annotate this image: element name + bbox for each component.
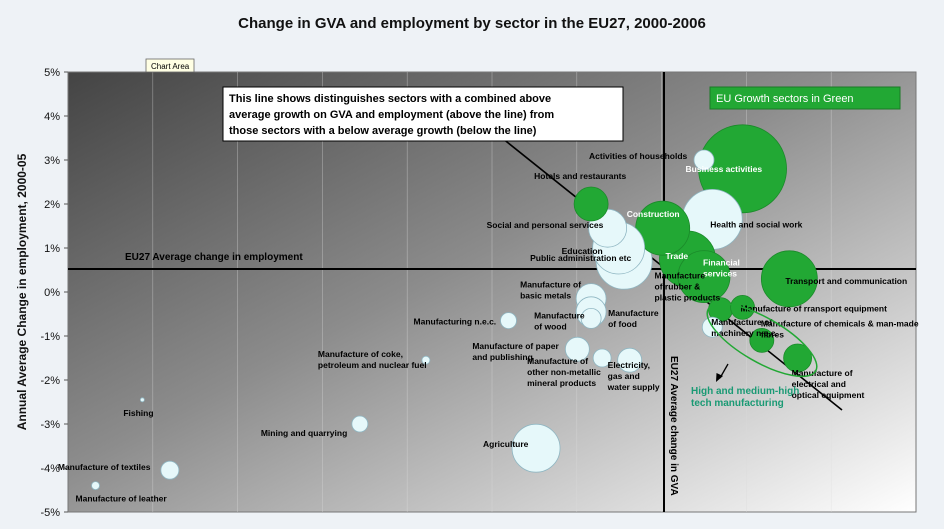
bubble-label-manufacture-of-chemicals-man-made-fibres: fibres: [761, 329, 784, 339]
bubble-label-manufacture-of-rubber-plastic-products: Manufacture: [655, 271, 706, 281]
bubble-label-manufacture-of-paper-and-publishing: Manufacture of paper: [472, 341, 559, 351]
bubble-label-manufacture-of-rransport-equipment: Manufacture of rransport equipment: [741, 303, 888, 313]
bubble-manufacture-of-wood: [580, 307, 602, 329]
hightech-arrowhead: [716, 373, 723, 382]
y-tick-label: 3%: [44, 155, 60, 167]
bubble-label-manufacture-of-coke-petroleum-and-nuclear-fuel: Manufacture of coke,: [318, 349, 403, 359]
bubble-manufacture-of-chemicals-man-made-fibres: [749, 327, 775, 353]
bubble-label-agriculture: Agriculture: [483, 439, 529, 449]
bubble-label-financial-services: services: [703, 269, 737, 279]
bubble-agriculture: [511, 423, 561, 473]
chart-area-tooltip: [145, 58, 195, 73]
annotation-line-3: those sectors with a below average growt…: [229, 125, 537, 137]
y-axis-ticks: 5% 4% 3% 2% 1% 0% -1% -2% -3% -4% -5%: [40, 67, 68, 519]
bubble-hotels-and-restaurants: [573, 186, 609, 222]
bubble-label-manufacture-of-wood: Manufacture: [534, 310, 585, 320]
y-tick-label: 1%: [44, 243, 60, 255]
bubble-label-education: Education: [562, 246, 603, 256]
bubble-label-manufacture-of-other-non-metallic-mineral-products: other non-metallic: [527, 367, 601, 377]
bubble-financial-services: [677, 250, 731, 304]
y-axis-label: Annual Average Change in employment, 200…: [15, 153, 29, 430]
employment-average-label: EU27 Average change in employment: [125, 252, 303, 263]
bubble-labels: Activities of households Business activit…: [58, 151, 919, 504]
bubble-label-electricity-gas-and-water-supply: Electricity,: [608, 360, 650, 370]
bubble-label-manufacture-of-other-non-metallic-mineral-products: Manufacture of: [527, 356, 588, 366]
bubble-label-health-and-social-work: Health and social work: [710, 219, 802, 229]
legend-box-text: EU Growth sectors in Green: [716, 93, 854, 105]
bubble-label-manufacture-of-rubber-plastic-products: plastic products: [655, 293, 721, 303]
y-tick-label: -5%: [40, 507, 60, 519]
bubble-label-manufacture-of-food: Manufacture: [608, 308, 659, 318]
bubble-label-manufacture-of-machinery-n-e-c: Manufacture of: [711, 317, 772, 327]
bubble-mining-and-quarrying: [351, 415, 369, 433]
bubble-manufacture-of-leather: [91, 481, 100, 491]
bubble-label-manufacture-of-other-non-metallic-mineral-products: mineral products: [527, 378, 596, 388]
bubble-label-electricity-gas-and-water-supply: water supply: [607, 382, 660, 392]
bubble-label-business-activities: Business activities: [686, 164, 763, 174]
bubble-label-manufacture-of-basic-metals: basic metals: [520, 291, 571, 301]
bubble-label-manufacture-of-electrical-and-optical-equipment: electrical and: [792, 379, 846, 389]
bubble-manufacturing-n-e-c: [500, 312, 517, 330]
bubble-label-public-administration-etc: Public administration etc: [530, 253, 631, 263]
bubble-label-manufacture-of-machinery-n-e-c: machinery n.e.c.: [711, 328, 778, 338]
annotation-box: [222, 86, 624, 142]
bubble-label-manufacture-of-leather: Manufacture of leather: [76, 494, 168, 504]
y-tick-label: -1%: [40, 331, 60, 343]
chart-area-tooltip-text: Chart Area: [151, 62, 190, 71]
chart-title: Change in GVA and employment by sector i…: [238, 15, 706, 32]
bubble-manufacture-of-textiles: [160, 460, 180, 480]
bubble-label-construction: Construction: [627, 209, 680, 219]
hightech-label-line1: High and medium-high: [691, 386, 799, 397]
y-tick-label: -2%: [40, 375, 60, 387]
bubble-manufacture-of-coke-petroleum-and-nuclear-fuel: [421, 355, 431, 365]
annotation-line-1: This line shows distinguishes sectors wi…: [229, 93, 551, 105]
bubble-label-transport-and-communication: Transport and communication: [785, 276, 907, 286]
y-tick-label: -3%: [40, 419, 60, 431]
bubble-label-mining-and-quarrying: Mining and quarrying: [261, 428, 347, 438]
bubble-transport-and-communication: [760, 250, 818, 308]
bubble-label-manufacture-of-textiles: Manufacture of textiles: [58, 462, 151, 472]
bubble-label-fishing: Fishing: [123, 408, 153, 418]
gva-average-label: EU27 Average change in GVA: [668, 356, 679, 496]
bubble-label-manufacture-of-rubber-plastic-products: of rubber &: [655, 282, 701, 292]
bubble-activities-of-households: [693, 149, 715, 171]
bubble-label-manufacture-of-chemicals-man-made-fibres: Manufacture of chemicals & man-made: [761, 318, 919, 328]
bubble-label-manufacture-of-wood: of wood: [534, 321, 567, 331]
bubble-label-manufacture-of-paper-and-publishing: and publishing: [472, 352, 532, 362]
y-tick-label: 4%: [44, 111, 60, 123]
bubble-fishing: [139, 397, 145, 403]
bubble-label-financial-services: Financial: [703, 258, 740, 268]
bubble-manufacture-of-paper-and-publishing: [564, 336, 590, 362]
bubble-label-manufacture-of-electrical-and-optical-equipment: optical equipment: [792, 390, 865, 400]
bubble-label-activities-of-households: Activities of households: [589, 151, 688, 161]
bubble-label-hotels-and-restaurants: Hotels and restaurants: [534, 171, 626, 181]
bubble-label-electricity-gas-and-water-supply: gas and: [608, 371, 640, 381]
bubble-manufacture-of-other-non-metallic-mineral-products: [592, 348, 612, 368]
legend-box: [709, 86, 901, 110]
bubble-label-manufacture-of-electrical-and-optical-equipment: Manufacture of: [792, 368, 853, 378]
bubble-manufacture-of-electrical-and-optical-equipment: [783, 343, 813, 373]
bubble-label-manufacture-of-basic-metals: Manufacture of: [520, 280, 581, 290]
bubble-electricity-gas-and-water-supply: [617, 347, 643, 373]
y-tick-label: 2%: [44, 199, 60, 211]
bubble-label-social-and-personal-services: Social and personal services: [487, 220, 604, 230]
bubble-label-manufacture-of-coke-petroleum-and-nuclear-fuel: petroleum and nuclear fuel: [318, 360, 427, 370]
y-tick-label: 0%: [44, 287, 60, 299]
bubble-label-manufacturing-n-e-c: Manufacturing n.e.c.: [414, 317, 497, 327]
hightech-label-line2: tech manufacturing: [691, 398, 784, 409]
annotation-line-2: average growth on GVA and employment (ab…: [229, 109, 554, 121]
bubble-label-manufacture-of-food: of food: [608, 319, 637, 329]
bubbles: [91, 124, 818, 491]
hightech-ellipse: [706, 302, 818, 378]
y-tick-label: -4%: [40, 463, 60, 475]
y-tick-label: 5%: [44, 67, 60, 79]
vertical-gridlines: [152, 72, 832, 512]
bubble-label-trade: Trade: [665, 251, 688, 261]
